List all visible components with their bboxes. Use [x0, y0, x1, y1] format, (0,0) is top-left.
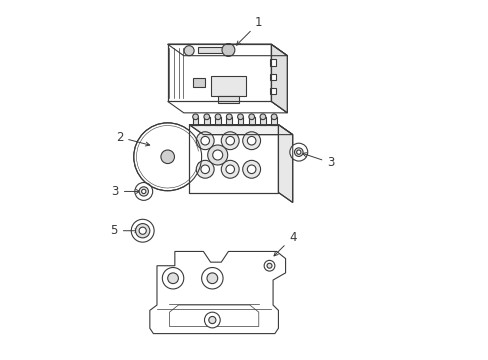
Polygon shape	[167, 44, 271, 102]
Circle shape	[225, 136, 234, 145]
Circle shape	[242, 132, 260, 150]
Text: 5: 5	[110, 224, 139, 237]
Circle shape	[139, 227, 146, 234]
Polygon shape	[271, 44, 287, 113]
Circle shape	[248, 114, 254, 120]
Polygon shape	[149, 251, 285, 334]
Circle shape	[289, 143, 307, 161]
Bar	[192, 117, 198, 125]
Polygon shape	[169, 305, 258, 327]
Circle shape	[264, 260, 274, 271]
Circle shape	[131, 219, 154, 242]
Circle shape	[196, 132, 214, 150]
Text: 3: 3	[111, 185, 140, 198]
Polygon shape	[189, 125, 278, 193]
Circle shape	[294, 148, 303, 157]
Circle shape	[222, 44, 234, 57]
Circle shape	[203, 114, 209, 120]
Circle shape	[266, 263, 271, 268]
Circle shape	[204, 312, 220, 328]
Circle shape	[135, 183, 152, 201]
Bar	[217, 96, 239, 103]
Polygon shape	[167, 102, 287, 113]
Circle shape	[221, 160, 239, 178]
Circle shape	[242, 160, 260, 178]
Text: 3: 3	[302, 153, 334, 169]
Circle shape	[139, 187, 148, 196]
Circle shape	[271, 114, 276, 120]
Text: 1: 1	[236, 16, 262, 45]
Circle shape	[221, 132, 239, 150]
Circle shape	[296, 150, 300, 154]
Bar	[248, 117, 254, 125]
Circle shape	[247, 136, 255, 145]
Bar	[269, 73, 275, 80]
Circle shape	[226, 114, 232, 120]
Bar	[269, 88, 275, 94]
Bar	[210, 76, 246, 96]
Circle shape	[162, 267, 183, 289]
Polygon shape	[278, 125, 292, 203]
Circle shape	[161, 150, 174, 163]
Circle shape	[135, 224, 149, 238]
Circle shape	[196, 160, 214, 178]
Circle shape	[208, 316, 216, 324]
Bar	[203, 117, 209, 125]
Bar	[237, 117, 243, 125]
Circle shape	[212, 150, 222, 160]
Text: 4: 4	[273, 231, 296, 256]
Circle shape	[201, 267, 223, 289]
Bar	[260, 117, 265, 125]
Circle shape	[201, 136, 209, 145]
Circle shape	[192, 114, 198, 120]
Polygon shape	[189, 125, 292, 135]
Bar	[197, 46, 233, 53]
Bar	[271, 117, 276, 125]
Circle shape	[247, 165, 255, 174]
Bar	[192, 78, 205, 87]
Circle shape	[206, 273, 217, 284]
Circle shape	[201, 165, 209, 174]
Circle shape	[134, 123, 201, 191]
Circle shape	[184, 46, 194, 56]
Circle shape	[237, 114, 243, 120]
Bar	[226, 117, 232, 125]
Polygon shape	[167, 44, 287, 56]
Circle shape	[215, 114, 221, 120]
Text: 2: 2	[116, 131, 149, 146]
Circle shape	[260, 114, 265, 120]
Circle shape	[207, 145, 227, 165]
Circle shape	[142, 189, 145, 194]
Bar	[269, 59, 275, 66]
Circle shape	[225, 165, 234, 174]
Bar	[215, 117, 221, 125]
Circle shape	[167, 273, 178, 284]
